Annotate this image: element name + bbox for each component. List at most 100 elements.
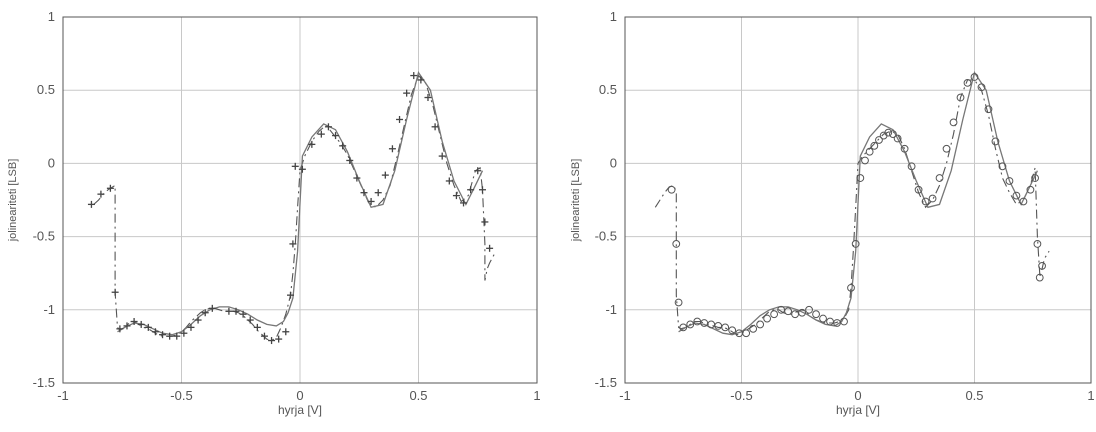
chart-2-circle-marker [819, 314, 827, 323]
chart-2-circle-marker [784, 307, 792, 316]
chart-1-measured-line [93, 74, 495, 342]
chart-2-circle-marker [875, 136, 883, 144]
chart-2-circle-marker [1012, 191, 1021, 200]
chart-2-circle-marker [970, 73, 979, 81]
chart-1-plus-marker [374, 189, 382, 197]
chart-1-plus-marker [474, 167, 482, 175]
chart-1-plus-marker [282, 328, 290, 336]
chart-2-circle-marker [914, 185, 923, 194]
chart-1-plus-marker [275, 335, 283, 343]
chart-1-plus-marker [208, 304, 216, 312]
chart-2-x-tick-label: 1 [1087, 388, 1094, 403]
chart-1-x-axis-label: hyrja [V] [278, 403, 322, 417]
chart-1-plus-marker [381, 171, 389, 179]
chart-2-circle-marker [963, 78, 972, 87]
chart-1-y-tick-label: 0 [48, 155, 55, 170]
chart-2-circle-marker [942, 144, 951, 153]
chart-2-circle-marker [884, 128, 893, 137]
chart-2-y-axis-label: jolineariteti [LSB] [570, 159, 582, 243]
chart-1-plus-marker [403, 89, 411, 97]
chart-1-plus-marker [298, 165, 306, 173]
chart-1-plus-marker [268, 337, 276, 345]
chart-2-circle-marker [1033, 240, 1042, 248]
chart-1-plus-marker [159, 331, 167, 339]
chart-1-plus-marker [317, 130, 325, 138]
chart-1-x-tick-label: 1 [533, 388, 540, 403]
chart-2-circle-marker [991, 137, 1000, 146]
chart-1-plus-marker [287, 291, 295, 299]
chart-1-x-tick-label: 0 [296, 388, 303, 403]
chart-1-plus-marker [438, 152, 446, 160]
chart-2-circle-marker [686, 320, 695, 329]
chart-2-circle-marker [721, 323, 730, 332]
chart-2-circle-marker [1038, 261, 1046, 270]
chart-2-y-tick-label: 0 [610, 155, 617, 170]
chart-2-circle-marker [667, 185, 676, 194]
chart-1-plus-marker [180, 329, 188, 337]
chart-2-y-tick-label: -1 [605, 302, 617, 317]
chart-2-y-tick-label: -1.5 [595, 375, 617, 390]
chart-2-circle-marker [714, 322, 723, 330]
chart-2-circle-marker [728, 326, 737, 335]
chart-2-circle-marker [1005, 177, 1014, 185]
chart-1-plus-marker [431, 123, 439, 131]
chart-1-plus-marker [225, 307, 233, 315]
chart-2-circle-marker [847, 283, 855, 292]
chart-2-x-tick-label: 0 [854, 388, 861, 403]
chart-1-plus-marker [424, 94, 432, 102]
chart-2-circle-marker [756, 320, 765, 329]
chart-1-plus-marker [201, 309, 209, 317]
chart-1-y-tick-label: 1 [48, 9, 55, 24]
chart-1-plus-marker [289, 240, 297, 248]
chart-2-circle-marker [791, 310, 799, 319]
chart-2-circle-marker [1026, 185, 1035, 194]
chart-2-circle-marker [935, 174, 944, 182]
chart-2-circle-marker [826, 317, 834, 326]
chart-2-circle-marker [956, 93, 965, 102]
chart-1-plus-marker [353, 174, 361, 182]
chart-1-plus-marker [260, 332, 268, 340]
chart-1-plus-marker [478, 186, 486, 194]
chart-1-x-tick-label: -0.5 [170, 388, 192, 403]
chart-1-plus-marker [116, 325, 124, 333]
chart-2-circle-marker [763, 314, 772, 323]
chart-2-y-tick-label: -0.5 [595, 229, 617, 244]
chart-2-circle-marker [984, 105, 993, 114]
chart-1-plus-marker [187, 323, 195, 331]
chart-1-plus-marker [137, 320, 145, 328]
chart-1-plus-marker [239, 310, 247, 318]
chart-1-model-line [117, 71, 484, 336]
chart-1-plus-marker [452, 192, 460, 200]
chart-2-circle-marker [893, 134, 902, 143]
chart-1-plus-marker [445, 177, 453, 185]
chart-1-plus-marker [367, 197, 375, 205]
chart-1-plus-marker [111, 288, 119, 296]
chart-1-plus-marker [360, 189, 368, 197]
chart-2-circle-marker [1019, 197, 1028, 206]
chart-1-plus-marker [173, 332, 181, 340]
chart-1-plus-marker [87, 200, 95, 208]
chart-2-x-tick-label: -1 [619, 388, 631, 403]
chart-1-plus-marker [324, 123, 332, 131]
chart-2-circle-marker [856, 174, 865, 182]
chart-1-y-axis-label: jolineariteti [LSB] [7, 159, 19, 243]
chart-1-plus-marker [417, 76, 425, 84]
chart-2-circle-marker [707, 320, 716, 329]
chart-2-x-tick-label: -0.5 [730, 388, 752, 403]
chart-1-plus-marker [481, 218, 489, 226]
chart-1-y-tick-label: -0.5 [33, 229, 55, 244]
chart-1-plus-marker [346, 156, 354, 164]
chart-1-plus-marker [232, 307, 240, 315]
chart-2-circle-marker [921, 197, 930, 206]
chart-1-plus-marker [467, 186, 475, 194]
chart-1-plus-marker [166, 332, 174, 340]
chart-1-y-tick-label: -1 [43, 302, 55, 317]
chart-2-circle-marker [889, 130, 897, 139]
chart-2-circle-marker [798, 308, 806, 317]
chart-1-y-tick-label: -1.5 [33, 375, 55, 390]
chart-1-plus-marker [410, 72, 418, 80]
chart-2-circle-marker [805, 305, 813, 314]
chart-1-plus-marker [291, 162, 299, 170]
